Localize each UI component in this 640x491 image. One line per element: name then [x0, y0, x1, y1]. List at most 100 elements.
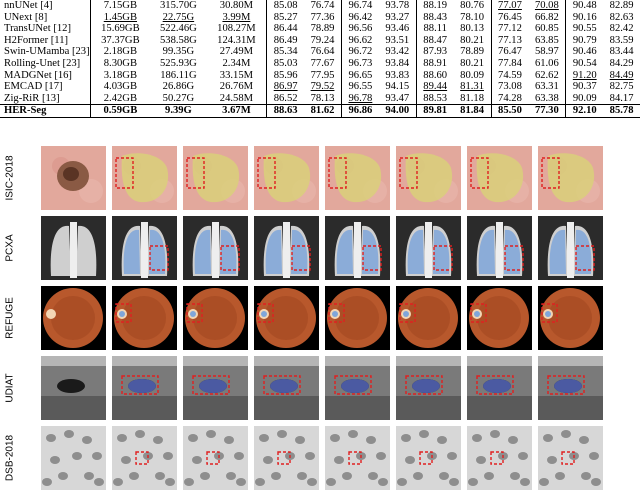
- table-cell: 76.47: [498, 46, 522, 58]
- table-cell: 66.82: [528, 11, 567, 24]
- table-cell: 96.65: [348, 69, 373, 81]
- table-cell: 76.64: [304, 46, 342, 58]
- table-cell: 96.62: [348, 34, 373, 46]
- table-cell: 78.10: [453, 11, 492, 24]
- table-cell: 96.42: [348, 11, 373, 23]
- input-image-pcxa: [41, 216, 106, 280]
- segmentation-image-pcxa-0: [112, 216, 177, 280]
- table-cell: 80.76: [453, 0, 492, 12]
- table-cell: MADGNet [16]: [0, 69, 91, 82]
- table-cell: 63.31: [528, 81, 567, 93]
- segmentation-image-refuge-0: [112, 286, 177, 350]
- table-cell: 2.18GB: [103, 46, 138, 58]
- table-cell: 93.47: [378, 92, 417, 105]
- table-cell: 77.67: [304, 57, 342, 70]
- table-cell: 82.42: [609, 23, 634, 35]
- table-cell: 80.13: [453, 23, 492, 35]
- table-cell: 77.13: [498, 34, 522, 46]
- table-cell: 63.85: [528, 34, 567, 47]
- table-cell: 88.63: [266, 104, 305, 118]
- table-cell: 77.36: [304, 11, 342, 24]
- table-cell: 61.06: [528, 57, 567, 70]
- table-cell: 63.38: [528, 92, 567, 105]
- table-cell: 77.84: [498, 57, 522, 69]
- segmentation-image-isic-5: [467, 146, 532, 210]
- table-cell: 74.59: [498, 69, 522, 81]
- table-cell: 85.03: [273, 57, 298, 69]
- table-cell: 81.18: [453, 92, 492, 105]
- table-cell: 33.15M: [206, 69, 268, 82]
- table-cell: 83.59: [609, 34, 634, 46]
- input-image-refuge: [41, 286, 106, 350]
- table-cell: 90.46: [572, 46, 597, 58]
- table-cell: 92.10: [565, 104, 604, 118]
- table-cell: 94.15: [378, 81, 417, 93]
- table-cell: 85.96: [273, 69, 298, 81]
- table-cell: 4.03GB: [103, 81, 138, 93]
- table-cell: 77.95: [304, 69, 342, 82]
- table-cell: 85.27: [273, 11, 298, 23]
- table-cell: 86.44: [273, 23, 298, 35]
- table-cell: 315.70G: [160, 0, 197, 11]
- table-cell: 93.83: [378, 69, 417, 82]
- table-cell: 96.55: [348, 81, 373, 93]
- row-label-text: ISIC-2018: [4, 155, 16, 201]
- table-cell: 85.08: [273, 0, 298, 11]
- table-cell: 2.42GB: [103, 92, 138, 104]
- table-row: TransUNet [12] 15.69GB 522.46G 108.27M 86.44…: [0, 23, 640, 35]
- table-row: MADGNet [16] 3.18GB 186.11G 33.15M 85.96 77.9…: [0, 69, 640, 82]
- table-cell: UNext [8]: [0, 11, 91, 24]
- table-cell: 90.54: [572, 57, 597, 69]
- table-cell: 88.47: [423, 34, 448, 46]
- table-cell: 3.99M: [206, 11, 268, 24]
- table-cell: 85.34: [273, 46, 298, 58]
- segmentation-image-dsb-2: [254, 426, 319, 490]
- segmentation-image-pcxa-2: [254, 216, 319, 280]
- table-cell: 93.84: [378, 57, 417, 70]
- segmentation-image-dsb-1: [183, 426, 248, 490]
- segmentation-image-dsb-3: [325, 426, 390, 490]
- table-cell: 93.78: [378, 0, 417, 12]
- table-cell: 3.18GB: [103, 69, 138, 81]
- table-cell: 86.52: [273, 92, 298, 104]
- segmentation-image-isic-4: [396, 146, 461, 210]
- segmentation-image-refuge-5: [467, 286, 532, 350]
- table-cell: 84.29: [609, 57, 634, 69]
- segmentation-image-isic-3: [325, 146, 390, 210]
- table-cell: 96.86: [341, 104, 379, 118]
- table-cell: 90.37: [572, 81, 597, 93]
- table-cell: 81.62: [304, 104, 342, 118]
- table-cell: 84.49: [609, 69, 634, 81]
- table-cell: 8.30GB: [103, 57, 138, 69]
- table-cell: 78.13: [304, 92, 342, 105]
- segmentation-image-isic-2: [254, 146, 319, 210]
- segmentation-image-pcxa-5: [467, 216, 532, 280]
- table-cell: 90.48: [572, 0, 597, 11]
- table-cell: 93.51: [378, 34, 417, 47]
- segmentation-image-udiat-6: [538, 356, 603, 420]
- segmentation-image-udiat-2: [254, 356, 319, 420]
- segmentation-image-isic-1: [183, 146, 248, 210]
- table-cell: 79.24: [304, 34, 342, 47]
- segmentation-image-refuge-4: [396, 286, 461, 350]
- input-image-udiat: [41, 356, 106, 420]
- segmentation-image-udiat-4: [396, 356, 461, 420]
- table-cell: 87.93: [423, 46, 448, 58]
- table-cell: 15.69GB: [101, 23, 140, 35]
- table-cell: 84.17: [609, 92, 634, 104]
- table-cell: 538.58G: [160, 34, 197, 46]
- table-cell: 78.89: [453, 46, 492, 58]
- table-cell: 88.43: [423, 11, 448, 23]
- row-label-text: PCXA: [4, 234, 16, 262]
- table-cell: 89.81: [416, 104, 454, 118]
- table-cell: H2Former [11]: [0, 34, 91, 47]
- segmentation-image-refuge-1: [183, 286, 248, 350]
- table-cell: nnUNet [4]: [0, 0, 91, 12]
- table-cell: 96.74: [348, 0, 373, 11]
- table-cell: 86.49: [273, 34, 298, 46]
- table-cell: HER-Seg: [0, 104, 91, 118]
- table-cell: EMCAD [17]: [0, 81, 91, 93]
- table-cell: 70.08: [528, 0, 567, 12]
- table-row: UNext [8] 1.45GB 22.75G 3.99M 85.27 77.36 96.4…: [0, 11, 640, 24]
- table-cell: 91.20: [572, 69, 597, 81]
